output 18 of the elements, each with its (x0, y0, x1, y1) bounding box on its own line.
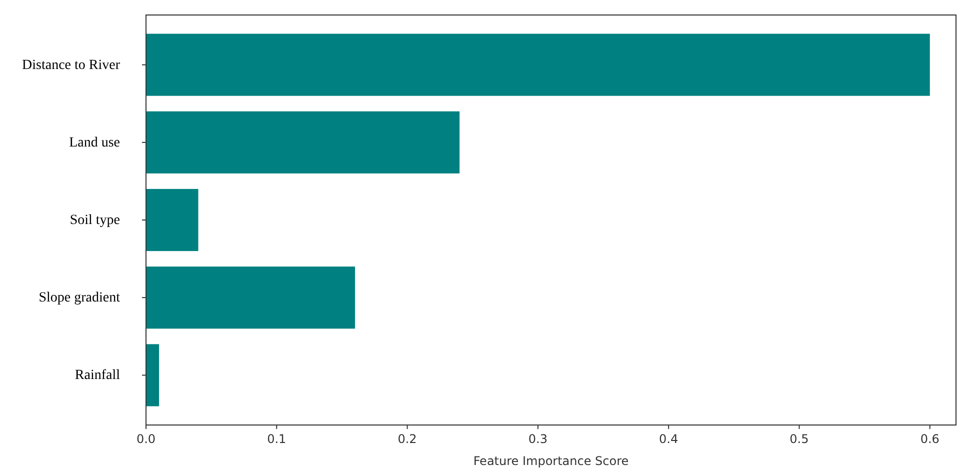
x-tick-label: 0.3 (528, 432, 548, 446)
y-tick-label: Slope gradient (38, 290, 120, 306)
x-tick-label: 0.2 (398, 432, 417, 446)
bar (146, 344, 160, 406)
y-tick-label: Rainfall (74, 368, 120, 384)
x-tick-label: 0.1 (267, 432, 286, 446)
x-tick-label: 0.6 (920, 432, 940, 446)
bar (146, 266, 356, 329)
x-axis-title: Feature Importance Score (473, 454, 629, 468)
bar (146, 188, 198, 252)
bar (146, 111, 460, 174)
y-tick-label: Distance to River (22, 58, 120, 73)
bar (146, 34, 930, 96)
y-tick-label: Soil type (70, 213, 120, 228)
x-tick-label: 0.0 (136, 432, 156, 446)
y-tick-label: Land use (69, 135, 120, 150)
x-tick-label: 0.4 (659, 432, 678, 446)
x-tick-label: 0.5 (790, 432, 809, 446)
